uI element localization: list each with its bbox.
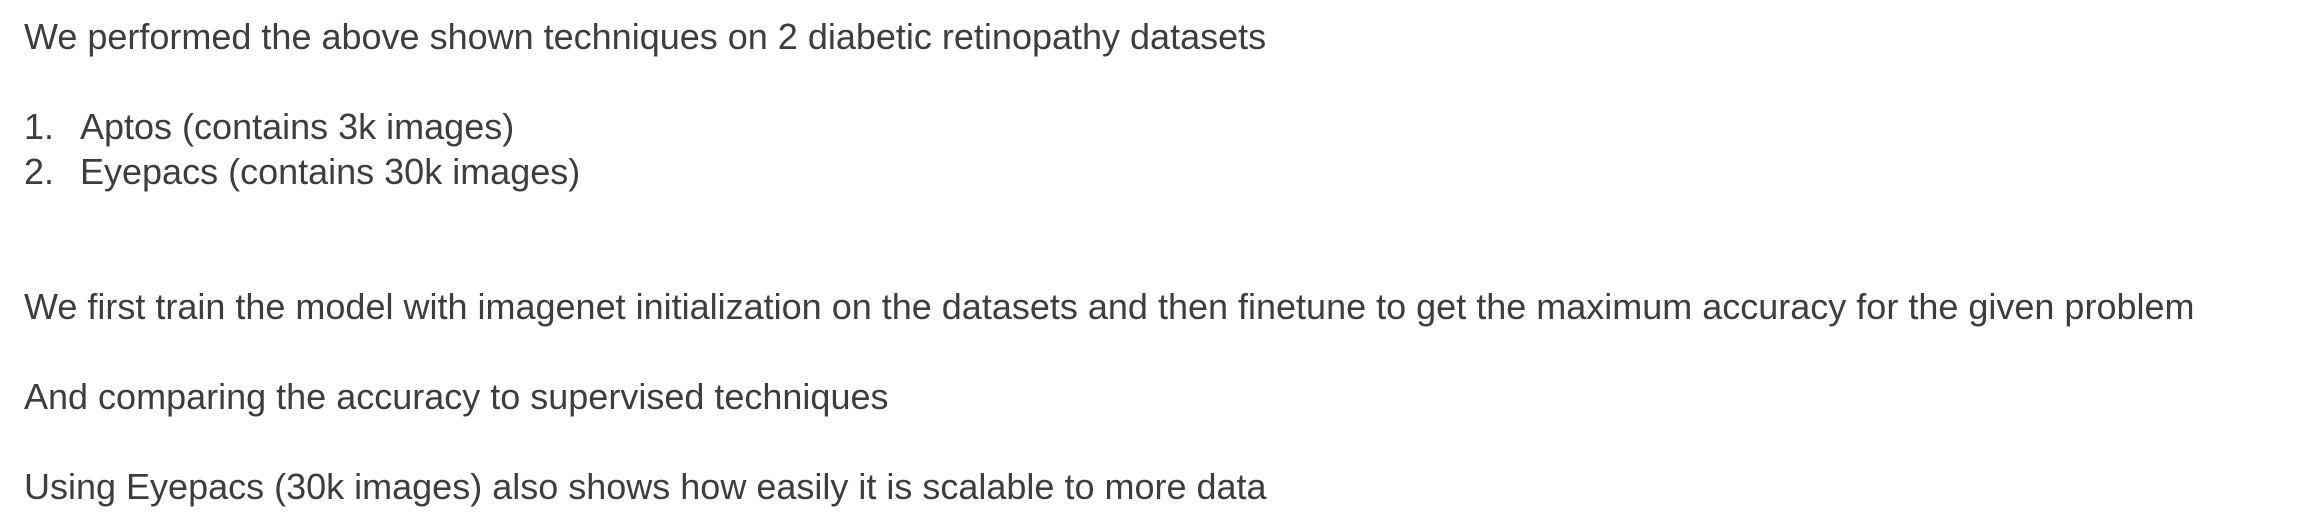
spacer — [24, 194, 2294, 284]
list-number: 2. — [24, 151, 55, 192]
comparison-paragraph: And comparing the accuracy to supervised… — [24, 376, 889, 417]
list-item-text: Aptos (contains 3k images) — [80, 106, 515, 147]
list-item-text: Eyepacs (contains 30k images) — [80, 151, 581, 192]
list-item-eyepacs: 2. Eyepacs (contains 30k images) — [24, 149, 2294, 194]
training-paragraph: We first train the model with imagenet i… — [24, 286, 2195, 327]
scalability-paragraph: Using Eyepacs (30k images) also shows ho… — [24, 466, 1267, 507]
spacer — [24, 419, 2294, 464]
list-item-aptos: 1. Aptos (contains 3k images) — [24, 104, 2294, 149]
document-body: We performed the above shown techniques … — [24, 14, 2294, 509]
intro-paragraph: We performed the above shown techniques … — [24, 16, 1267, 57]
list-number: 1. — [24, 106, 55, 147]
spacer — [24, 59, 2294, 104]
spacer — [24, 329, 2294, 374]
dataset-list: 1. Aptos (contains 3k images) 2. Eyepacs… — [24, 104, 2294, 194]
